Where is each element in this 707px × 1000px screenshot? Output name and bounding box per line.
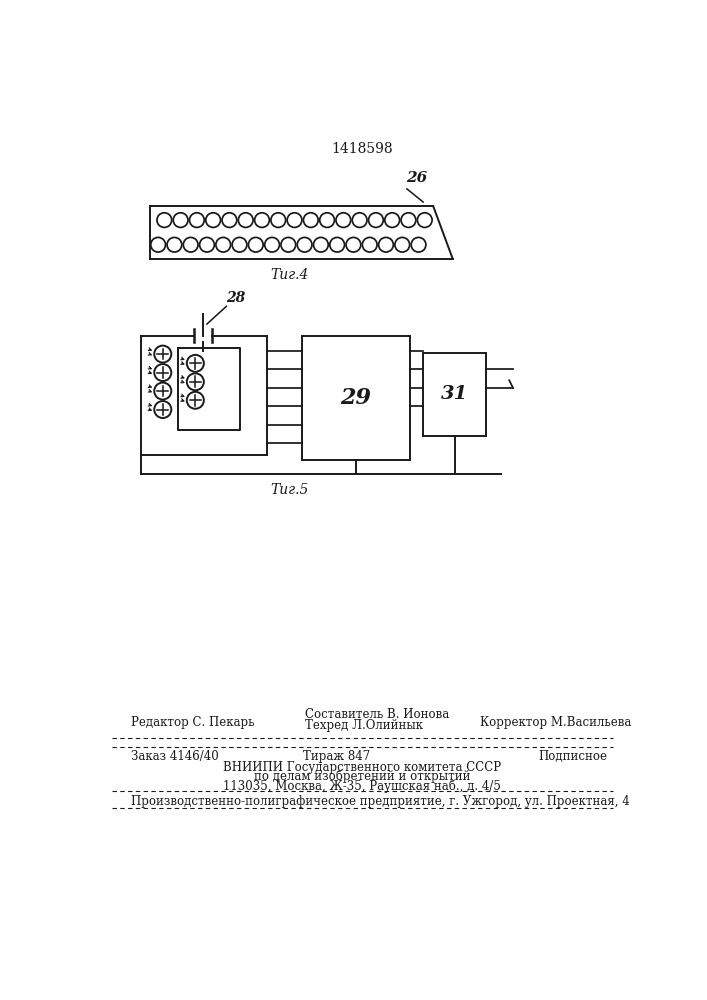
Text: по делам изобретений и открытий: по делам изобретений и открытий — [254, 770, 470, 783]
Text: Составитель В. Ионова: Составитель В. Ионова — [305, 708, 450, 721]
Text: Тираж 847: Тираж 847 — [303, 750, 370, 763]
Text: 1418598: 1418598 — [331, 142, 393, 156]
Bar — [301, 336, 410, 460]
Text: 28: 28 — [226, 291, 245, 305]
Bar — [423, 353, 486, 436]
Text: Τиг.4: Τиг.4 — [271, 268, 309, 282]
Text: 31: 31 — [441, 385, 468, 403]
Text: ВНИИПИ Государственного комитета СССР: ВНИИПИ Государственного комитета СССР — [223, 761, 501, 774]
Text: Подписное: Подписное — [538, 750, 607, 763]
Text: Производственно-полиграфическое предприятие, г. Ужгород, ул. Проектная, 4: Производственно-полиграфическое предприя… — [131, 795, 630, 808]
Text: Редактор С. Пекарь: Редактор С. Пекарь — [131, 716, 255, 729]
Text: Τиг.5: Τиг.5 — [271, 483, 309, 497]
Text: 113035, Москва, Ж-35, Раушская наб., д. 4/5: 113035, Москва, Ж-35, Раушская наб., д. … — [223, 779, 501, 793]
Text: 26: 26 — [406, 171, 427, 185]
Text: Корректор М.Васильева: Корректор М.Васильева — [480, 716, 631, 729]
Text: 29: 29 — [340, 387, 371, 409]
Text: Заказ 4146/40: Заказ 4146/40 — [131, 750, 218, 763]
Text: Техред Л.Олийнык: Техред Л.Олийнык — [305, 719, 423, 732]
